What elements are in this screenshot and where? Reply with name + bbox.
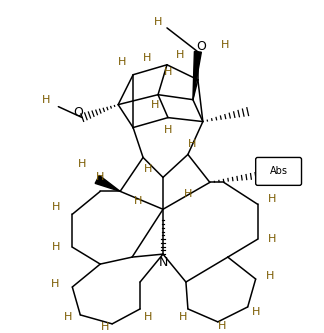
Text: H: H xyxy=(184,189,192,199)
Text: H: H xyxy=(267,194,276,204)
Text: H: H xyxy=(144,165,152,174)
Text: H: H xyxy=(143,53,151,63)
Text: H: H xyxy=(265,271,274,281)
Text: H: H xyxy=(64,312,73,322)
Text: H: H xyxy=(144,312,152,322)
Text: H: H xyxy=(51,279,60,289)
Text: O: O xyxy=(73,106,83,119)
Polygon shape xyxy=(95,175,120,191)
Text: H: H xyxy=(52,202,61,212)
Text: H: H xyxy=(267,234,276,244)
Text: H: H xyxy=(251,307,260,317)
Text: H: H xyxy=(78,160,87,169)
FancyBboxPatch shape xyxy=(256,158,302,185)
Text: H: H xyxy=(179,312,187,322)
Text: Abs: Abs xyxy=(270,166,288,176)
Polygon shape xyxy=(193,52,201,100)
Text: H: H xyxy=(42,95,51,105)
Text: O: O xyxy=(196,40,206,53)
Text: N: N xyxy=(158,256,168,269)
Text: H: H xyxy=(96,172,104,182)
Text: H: H xyxy=(164,67,172,77)
Text: H: H xyxy=(101,322,110,332)
Text: H: H xyxy=(221,40,229,50)
Text: H: H xyxy=(164,125,172,135)
Text: H: H xyxy=(118,57,126,67)
Text: H: H xyxy=(52,242,61,252)
Text: H: H xyxy=(188,140,196,150)
Text: H: H xyxy=(151,100,159,110)
Text: H: H xyxy=(134,196,142,206)
Text: H: H xyxy=(218,321,226,331)
Text: H: H xyxy=(176,50,184,60)
Text: H: H xyxy=(154,17,162,27)
